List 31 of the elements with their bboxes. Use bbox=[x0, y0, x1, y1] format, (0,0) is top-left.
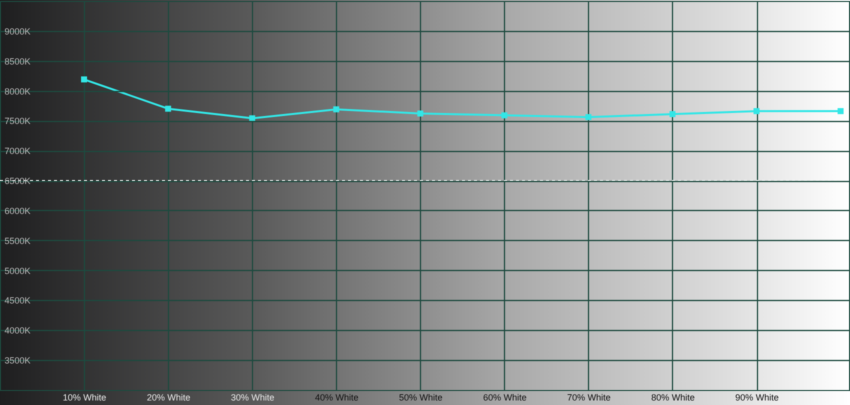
point bbox=[585, 114, 592, 120]
point bbox=[838, 108, 844, 114]
x-tick-label: 40% White bbox=[314, 392, 359, 402]
x-tick-label: 20% White bbox=[146, 392, 190, 402]
point bbox=[81, 76, 88, 82]
x-tick-label: 50% White bbox=[399, 392, 443, 402]
y-tick-label: 3500K bbox=[4, 356, 31, 366]
x-tick-label: 10% White bbox=[62, 392, 106, 402]
point bbox=[754, 108, 760, 114]
y-tick-label: 4500K bbox=[4, 296, 31, 306]
y-tick-label: 8000K bbox=[4, 86, 31, 96]
point bbox=[333, 106, 340, 112]
point bbox=[417, 110, 424, 117]
y-tick-label: 9000K bbox=[4, 26, 31, 36]
x-tick-label: 80% White bbox=[651, 392, 695, 402]
y-tick-label: 4000K bbox=[4, 326, 31, 336]
x-tick-label: 30% White bbox=[230, 392, 274, 402]
point bbox=[501, 112, 508, 118]
y-tick-label: 5000K bbox=[4, 266, 31, 276]
y-tick-label: 8500K bbox=[4, 56, 31, 66]
x-tick-label: 90% White bbox=[735, 392, 779, 402]
y-tick-label: 6500K bbox=[4, 176, 31, 186]
y-tick-label: 7500K bbox=[4, 116, 31, 126]
point bbox=[249, 115, 256, 122]
point bbox=[165, 106, 172, 112]
x-tick-label: 60% White bbox=[483, 392, 527, 402]
x-tick-label: 70% White bbox=[567, 392, 611, 402]
y-tick-label: 7000K bbox=[4, 146, 31, 156]
y-tick-label: 6000K bbox=[4, 206, 31, 216]
point bbox=[669, 111, 676, 118]
y-tick-label: 5500K bbox=[4, 236, 31, 246]
